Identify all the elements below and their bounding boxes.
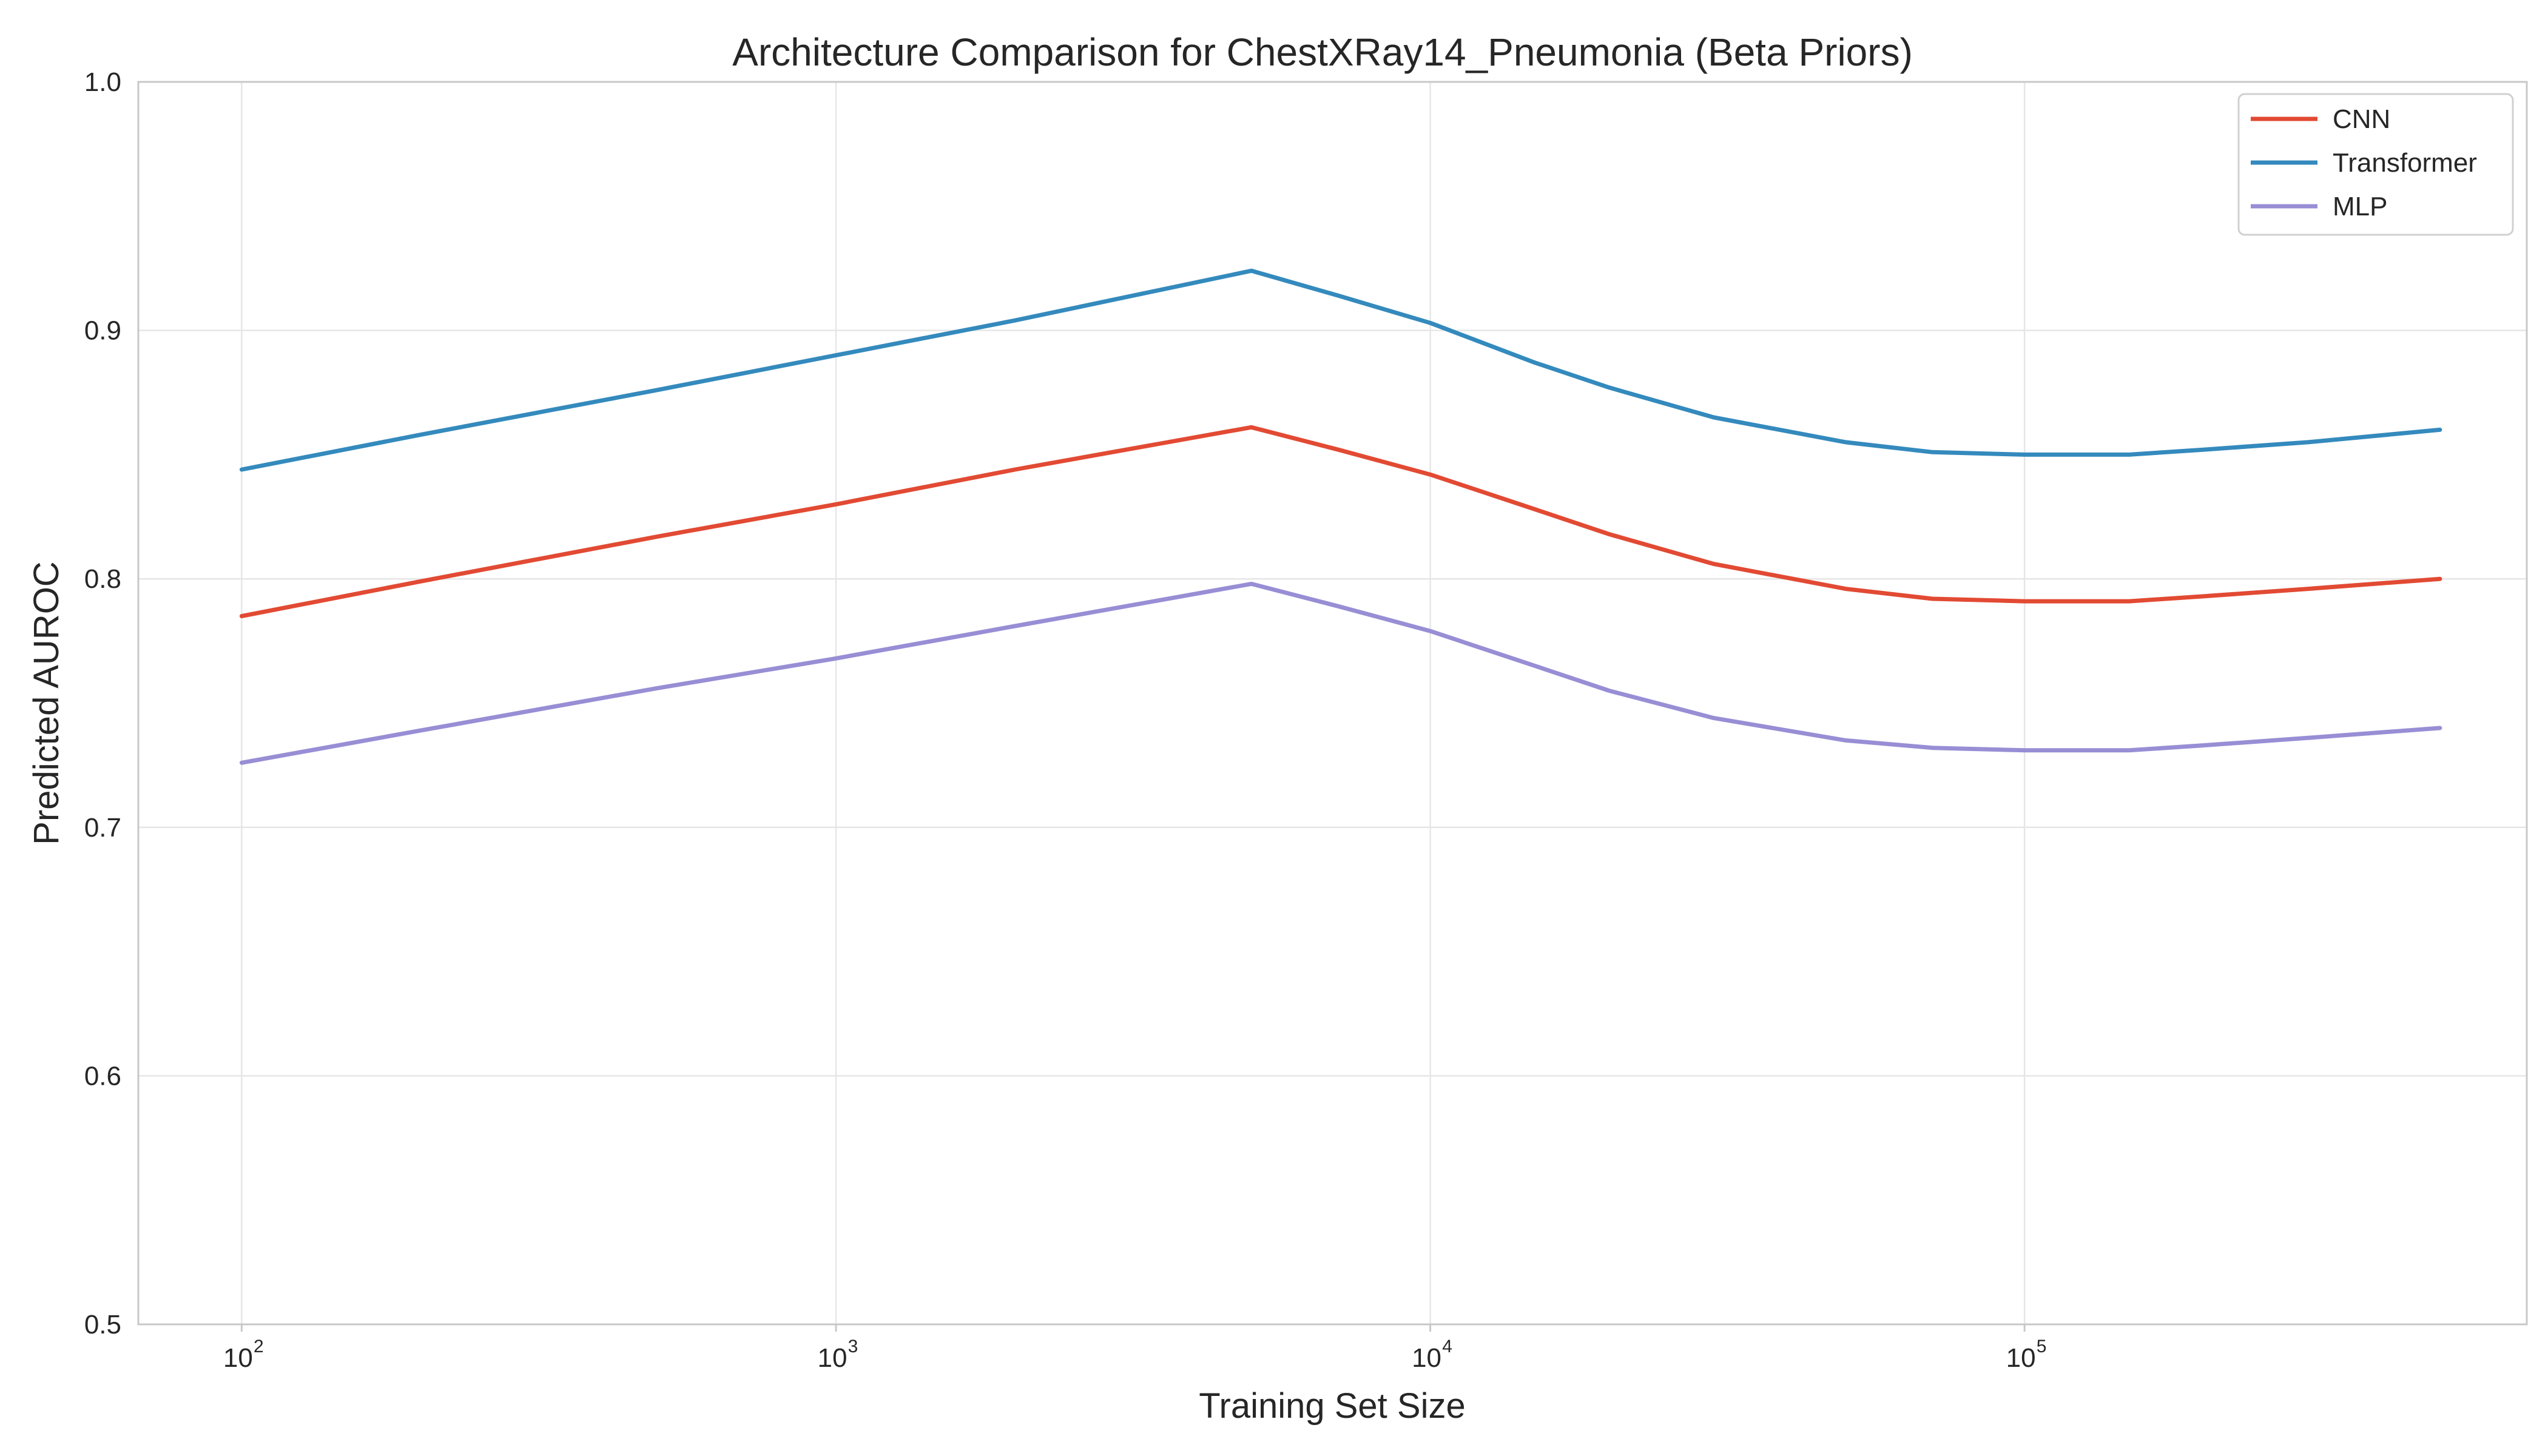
y-tick-label: 0.6 — [84, 1061, 121, 1091]
legend-label-cnn: CNN — [2333, 104, 2390, 134]
legend-box — [2237, 93, 2514, 236]
x-tick-base: 10 — [223, 1343, 253, 1373]
x-tick-exponent: 3 — [848, 1336, 858, 1357]
series-line-mlp — [239, 581, 2442, 765]
y-tick-label: 0.9 — [84, 316, 121, 346]
series-lines — [239, 268, 2442, 765]
x-tick-base: 10 — [817, 1343, 847, 1373]
axis-ticks: 0.50.60.70.80.91.010 2 10 3 10 4 10 5 — [84, 67, 2047, 1373]
series-line-transformer — [239, 268, 2442, 472]
y-tick-label: 0.7 — [84, 813, 121, 843]
y-tick-label: 0.5 — [84, 1310, 121, 1340]
legend: CNN Transformer MLP — [2237, 93, 2514, 236]
x-tick-exponent: 2 — [254, 1336, 264, 1357]
x-tick-label: 10 5 — [2006, 1336, 2047, 1373]
legend-label-transformer: Transformer — [2333, 148, 2477, 178]
y-tick-label: 1.0 — [84, 67, 121, 97]
x-tick-exponent: 5 — [2037, 1336, 2047, 1357]
series-line-cnn — [239, 425, 2442, 619]
y-tick-label: 0.8 — [84, 564, 121, 594]
legend-label-mlp: MLP — [2333, 192, 2387, 221]
x-tick-exponent: 4 — [1442, 1336, 1452, 1357]
plot-frame — [137, 81, 2528, 1326]
chart-title: Architecture Comparison for ChestXRay14_… — [732, 30, 1913, 74]
x-axis-label: Training Set Size — [1199, 1386, 1466, 1426]
x-tick-label: 10 4 — [1412, 1336, 1452, 1373]
x-tick-label: 10 2 — [223, 1336, 264, 1373]
y-axis-label: Predicted AUROC — [27, 561, 66, 844]
x-tick-base: 10 — [2006, 1343, 2036, 1373]
x-tick-label: 10 3 — [817, 1336, 858, 1373]
x-tick-base: 10 — [1412, 1343, 1441, 1373]
